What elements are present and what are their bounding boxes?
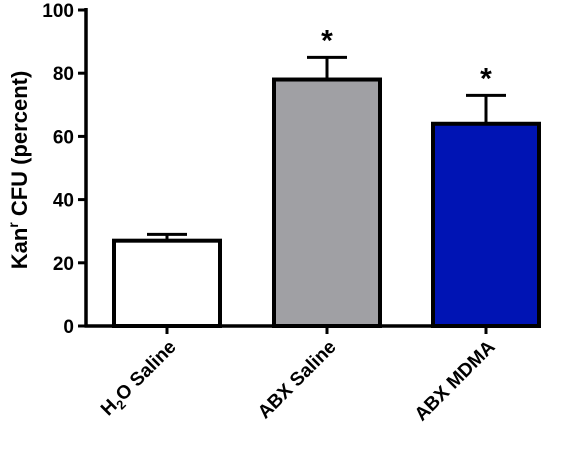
y-axis-ticks: 0 20 40 60 80 100 xyxy=(42,1,86,338)
y-axis-label: Kanr CFU (percent) xyxy=(5,71,32,270)
y-tick-label: 20 xyxy=(53,254,74,275)
y-tick-label: 0 xyxy=(63,317,74,338)
y-tick-label: 100 xyxy=(42,1,74,22)
y-axis-label-sup: r xyxy=(5,222,21,228)
y-axis-label-main: Kan xyxy=(7,228,32,270)
x-axis-labels: H2O Saline ABX Saline ABX MDMA xyxy=(97,336,500,425)
axes xyxy=(84,8,540,334)
significance-star: * xyxy=(480,62,492,95)
significance-star: * xyxy=(321,24,333,57)
bar xyxy=(272,77,382,328)
y-axis-title: Kanr CFU (percent) xyxy=(5,71,32,270)
x-category-label: ABX Saline xyxy=(254,337,341,424)
x-category-label: ABX MDMA xyxy=(411,336,500,425)
y-tick-label: 60 xyxy=(53,127,74,148)
y-tick-label: 80 xyxy=(53,64,74,85)
bars: ** xyxy=(112,24,541,329)
y-tick-label: 40 xyxy=(53,191,74,212)
y-axis-label-rest: CFU (percent) xyxy=(7,71,32,223)
bar xyxy=(431,121,541,329)
x-category-label: H2O Saline xyxy=(97,337,183,423)
bar xyxy=(112,238,222,328)
